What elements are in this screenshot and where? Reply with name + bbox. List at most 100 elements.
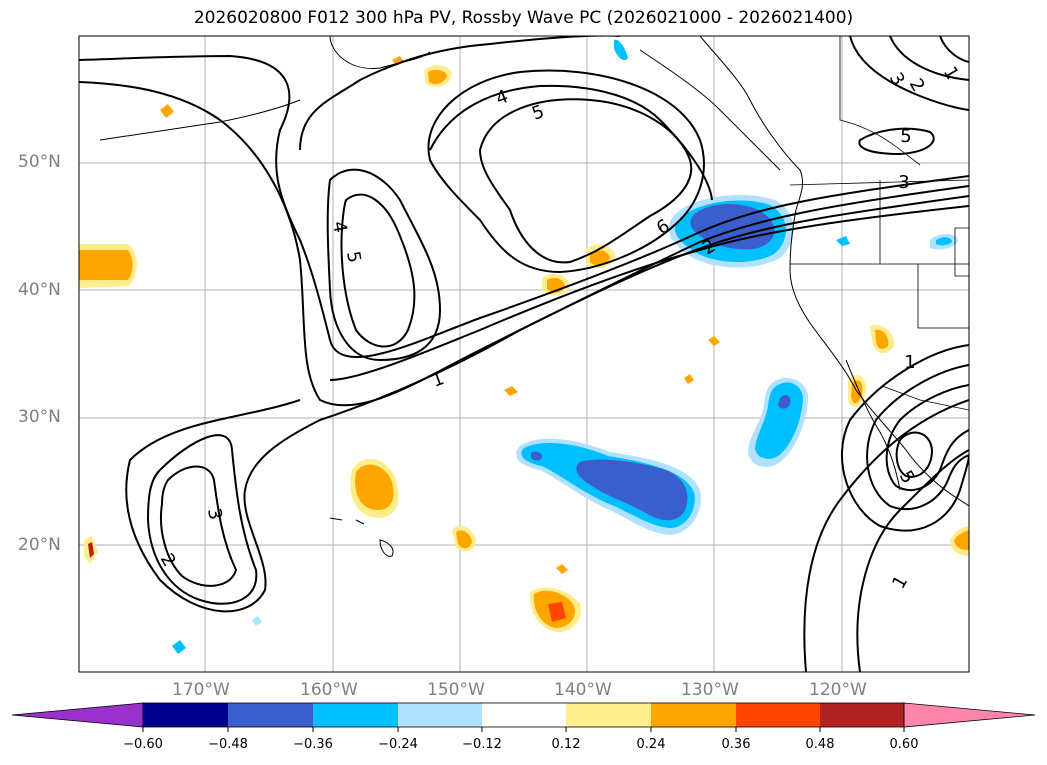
colorbar	[11, 702, 1036, 732]
colorbar-extend-left	[11, 702, 144, 728]
pv-contour	[889, 36, 969, 81]
contour-label: 5	[895, 467, 919, 487]
lon-label: 140°W	[554, 680, 612, 700]
positive-anomaly-small	[504, 386, 518, 396]
border-us-mexico	[881, 385, 969, 411]
colorbar-ticks	[142, 727, 905, 732]
negative-anomaly-small	[614, 39, 628, 61]
negative-anomaly-baja	[778, 395, 791, 409]
coastline-aleutians	[99, 99, 301, 141]
pv-contour	[478, 98, 693, 264]
lon-label: 150°W	[427, 680, 485, 700]
contour-label: 5	[900, 126, 911, 147]
lat-label: 50°N	[18, 152, 61, 172]
contour-label: 1	[904, 352, 915, 373]
negative-anomaly-small	[936, 237, 952, 246]
positive-anomaly-small	[590, 250, 610, 266]
pv-contour	[939, 36, 969, 63]
lat-label: 40°N	[18, 280, 61, 300]
pv-contour	[429, 84, 713, 201]
colorbar-tick-label: 0.24	[636, 737, 666, 752]
positive-anomaly-small	[160, 104, 174, 118]
colorbar-segment	[736, 703, 820, 727]
pv-contour	[79, 81, 969, 407]
pv-contour	[79, 54, 969, 358]
gridlines	[79, 36, 969, 672]
positive-anomaly-small	[954, 530, 969, 550]
pv-contour	[849, 36, 969, 111]
colorbar-segment	[228, 703, 313, 727]
colorbar-segment	[566, 703, 651, 727]
contour-label: 3	[898, 172, 909, 193]
colorbar-tick-label: 0.12	[551, 737, 581, 752]
pv-contour	[895, 431, 934, 478]
pv-contour	[160, 465, 238, 587]
coastline-north-america	[699, 36, 969, 507]
lon-label: 160°W	[300, 680, 358, 700]
colorbar-tick-label: 0.60	[889, 737, 919, 752]
borders	[789, 36, 969, 411]
coastlines	[99, 36, 969, 557]
contour-label: 5	[529, 101, 547, 125]
coastline-bc	[639, 49, 781, 171]
positive-anomaly-small	[708, 336, 720, 346]
plot-frame	[78, 35, 970, 673]
lat-label: 30°N	[18, 407, 61, 427]
pv-contour	[841, 344, 969, 532]
lon-label: 170°W	[172, 680, 230, 700]
positive-anomaly-small	[875, 329, 889, 349]
coastline-baja	[845, 359, 901, 491]
negative-anomaly-small	[836, 236, 850, 246]
coastline-alaska	[329, 36, 431, 69]
map-title: 2026020800 F012 300 hPa PV, Rossby Wave …	[193, 8, 854, 28]
colorbar-tick-label: −0.12	[462, 737, 502, 752]
contour-label: 1	[888, 572, 912, 592]
pv-contour	[326, 168, 442, 362]
colorbar-tick-label: 0.36	[721, 737, 751, 752]
colorbar-frame	[142, 702, 905, 728]
pv-contour	[329, 205, 969, 381]
pv-contour	[146, 434, 258, 605]
border-state-3	[954, 227, 969, 277]
positive-anomaly-small	[684, 374, 694, 384]
colorbar-tick-label: 0.48	[805, 737, 835, 752]
lon-label: 120°W	[809, 680, 867, 700]
negative-anomaly-small	[172, 640, 186, 654]
positive-anomaly-small	[556, 564, 568, 574]
positive-anomaly-small	[88, 542, 94, 558]
negative-anomaly-subtropical	[530, 451, 543, 461]
pv-contours	[79, 36, 969, 672]
pv-contour	[885, 384, 969, 491]
border-us-canada	[789, 179, 969, 186]
positive-anomaly-south	[548, 602, 566, 622]
pv-contour	[299, 36, 620, 151]
colorbar-tick-label: −0.60	[123, 737, 163, 752]
positive-anomaly-west	[79, 250, 133, 280]
pv-contour	[866, 364, 969, 511]
colorbar-tick-label: −0.48	[208, 737, 248, 752]
pv-contour	[856, 449, 969, 672]
contour-label: 4	[493, 86, 511, 110]
pv-contour	[858, 127, 935, 156]
lon-label: 130°W	[681, 680, 739, 700]
colorbar-tick-label: −0.24	[378, 737, 418, 752]
contour-label: 1	[429, 368, 447, 392]
contour-label: 5	[342, 250, 365, 265]
colorbar-segment	[398, 703, 482, 727]
colorbar-segment	[820, 703, 904, 727]
border-state-2	[879, 180, 969, 329]
pv-contour	[340, 193, 416, 348]
negative-anomaly-baja	[755, 382, 803, 459]
colorbar-segment	[482, 703, 566, 727]
colorbar-tick-label: −0.36	[293, 737, 333, 752]
pv-contour	[803, 399, 969, 672]
contour-label: 4	[328, 220, 351, 235]
negative-anomaly-subtropical	[576, 459, 688, 521]
coastline-hawaii	[329, 517, 394, 557]
positive-anomaly-hawaii-north	[355, 464, 394, 510]
shaded-anomalies	[79, 39, 969, 654]
pv-contour	[427, 69, 705, 274]
positive-anomaly-small	[428, 69, 447, 84]
border-canada-prov	[839, 36, 921, 166]
